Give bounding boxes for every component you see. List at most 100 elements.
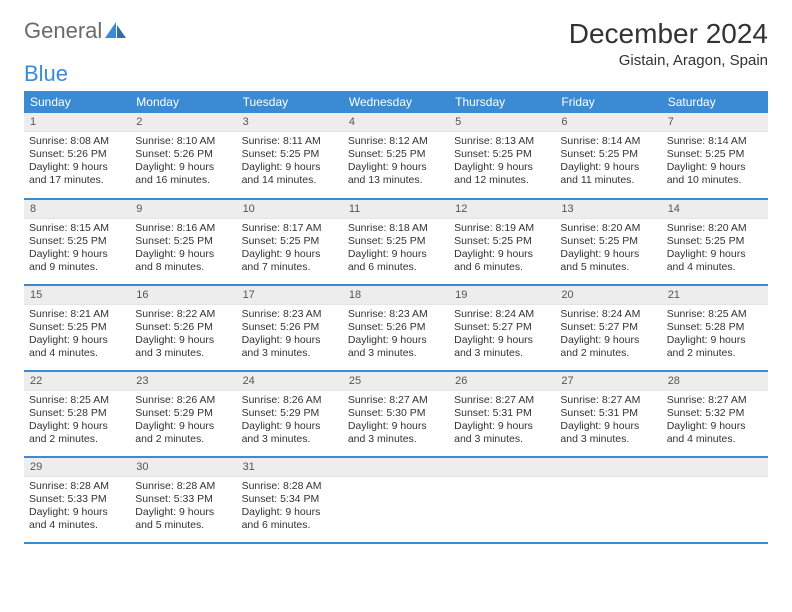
calendar-day-cell: 5Sunrise: 8:13 AMSunset: 5:25 PMDaylight… <box>449 113 555 199</box>
day-number: 28 <box>662 372 768 391</box>
day-details: Sunrise: 8:22 AMSunset: 5:26 PMDaylight:… <box>130 305 236 365</box>
day-number: 18 <box>343 286 449 305</box>
calendar-day-cell: . <box>555 457 661 543</box>
day-details: Sunrise: 8:11 AMSunset: 5:25 PMDaylight:… <box>237 132 343 192</box>
calendar-day-cell: 11Sunrise: 8:18 AMSunset: 5:25 PMDayligh… <box>343 199 449 285</box>
day-details: Sunrise: 8:18 AMSunset: 5:25 PMDaylight:… <box>343 219 449 279</box>
calendar-day-cell: 31Sunrise: 8:28 AMSunset: 5:34 PMDayligh… <box>237 457 343 543</box>
calendar-page: General December 2024 Gistain, Aragon, S… <box>0 0 792 562</box>
calendar-day-cell: . <box>662 457 768 543</box>
calendar-table: SundayMondayTuesdayWednesdayThursdayFrid… <box>24 91 768 544</box>
day-details: Sunrise: 8:28 AMSunset: 5:33 PMDaylight:… <box>130 477 236 537</box>
calendar-day-cell: 19Sunrise: 8:24 AMSunset: 5:27 PMDayligh… <box>449 285 555 371</box>
day-details: Sunrise: 8:17 AMSunset: 5:25 PMDaylight:… <box>237 219 343 279</box>
day-number: 14 <box>662 200 768 219</box>
calendar-day-cell: 30Sunrise: 8:28 AMSunset: 5:33 PMDayligh… <box>130 457 236 543</box>
calendar-day-cell: 3Sunrise: 8:11 AMSunset: 5:25 PMDaylight… <box>237 113 343 199</box>
day-number: 19 <box>449 286 555 305</box>
day-number: 29 <box>24 458 130 477</box>
day-number: 23 <box>130 372 236 391</box>
calendar-day-cell: 20Sunrise: 8:24 AMSunset: 5:27 PMDayligh… <box>555 285 661 371</box>
calendar-day-cell: 2Sunrise: 8:10 AMSunset: 5:26 PMDaylight… <box>130 113 236 199</box>
day-number: 16 <box>130 286 236 305</box>
calendar-body: 1Sunrise: 8:08 AMSunset: 5:26 PMDaylight… <box>24 113 768 543</box>
calendar-day-cell: 7Sunrise: 8:14 AMSunset: 5:25 PMDaylight… <box>662 113 768 199</box>
day-number: 20 <box>555 286 661 305</box>
calendar-day-cell: 22Sunrise: 8:25 AMSunset: 5:28 PMDayligh… <box>24 371 130 457</box>
day-number: 11 <box>343 200 449 219</box>
day-details: Sunrise: 8:24 AMSunset: 5:27 PMDaylight:… <box>449 305 555 365</box>
day-number: . <box>662 458 768 477</box>
day-details: Sunrise: 8:14 AMSunset: 5:25 PMDaylight:… <box>555 132 661 192</box>
day-number: 24 <box>237 372 343 391</box>
day-details: Sunrise: 8:27 AMSunset: 5:31 PMDaylight:… <box>449 391 555 451</box>
weekday-header: Tuesday <box>237 91 343 113</box>
day-details: Sunrise: 8:25 AMSunset: 5:28 PMDaylight:… <box>24 391 130 451</box>
day-details: Sunrise: 8:12 AMSunset: 5:25 PMDaylight:… <box>343 132 449 192</box>
calendar-day-cell: 21Sunrise: 8:25 AMSunset: 5:28 PMDayligh… <box>662 285 768 371</box>
day-number: 22 <box>24 372 130 391</box>
calendar-day-cell: 24Sunrise: 8:26 AMSunset: 5:29 PMDayligh… <box>237 371 343 457</box>
day-details: Sunrise: 8:26 AMSunset: 5:29 PMDaylight:… <box>130 391 236 451</box>
day-number: 5 <box>449 113 555 132</box>
day-number: 1 <box>24 113 130 132</box>
day-number: 25 <box>343 372 449 391</box>
logo-text-b: Blue <box>24 61 768 87</box>
day-number: 3 <box>237 113 343 132</box>
day-number: 8 <box>24 200 130 219</box>
calendar-day-cell: 18Sunrise: 8:23 AMSunset: 5:26 PMDayligh… <box>343 285 449 371</box>
day-number: . <box>343 458 449 477</box>
calendar-week-row: 1Sunrise: 8:08 AMSunset: 5:26 PMDaylight… <box>24 113 768 199</box>
weekday-header: Thursday <box>449 91 555 113</box>
calendar-day-cell: 9Sunrise: 8:16 AMSunset: 5:25 PMDaylight… <box>130 199 236 285</box>
calendar-day-cell: 25Sunrise: 8:27 AMSunset: 5:30 PMDayligh… <box>343 371 449 457</box>
calendar-week-row: 15Sunrise: 8:21 AMSunset: 5:25 PMDayligh… <box>24 285 768 371</box>
calendar-day-cell: 8Sunrise: 8:15 AMSunset: 5:25 PMDaylight… <box>24 199 130 285</box>
logo-text-a: General <box>24 18 102 44</box>
day-details: Sunrise: 8:27 AMSunset: 5:31 PMDaylight:… <box>555 391 661 451</box>
day-number: 17 <box>237 286 343 305</box>
weekday-header: Saturday <box>662 91 768 113</box>
calendar-day-cell: 23Sunrise: 8:26 AMSunset: 5:29 PMDayligh… <box>130 371 236 457</box>
day-number: 7 <box>662 113 768 132</box>
calendar-day-cell: 1Sunrise: 8:08 AMSunset: 5:26 PMDaylight… <box>24 113 130 199</box>
calendar-day-cell: . <box>343 457 449 543</box>
day-details: Sunrise: 8:14 AMSunset: 5:25 PMDaylight:… <box>662 132 768 192</box>
weekday-header: Friday <box>555 91 661 113</box>
day-details: Sunrise: 8:20 AMSunset: 5:25 PMDaylight:… <box>662 219 768 279</box>
day-details: Sunrise: 8:20 AMSunset: 5:25 PMDaylight:… <box>555 219 661 279</box>
calendar-day-cell: 16Sunrise: 8:22 AMSunset: 5:26 PMDayligh… <box>130 285 236 371</box>
calendar-day-cell: 12Sunrise: 8:19 AMSunset: 5:25 PMDayligh… <box>449 199 555 285</box>
day-details: Sunrise: 8:19 AMSunset: 5:25 PMDaylight:… <box>449 219 555 279</box>
day-details: Sunrise: 8:28 AMSunset: 5:34 PMDaylight:… <box>237 477 343 537</box>
calendar-week-row: 29Sunrise: 8:28 AMSunset: 5:33 PMDayligh… <box>24 457 768 543</box>
calendar-day-cell: 26Sunrise: 8:27 AMSunset: 5:31 PMDayligh… <box>449 371 555 457</box>
calendar-day-cell: 28Sunrise: 8:27 AMSunset: 5:32 PMDayligh… <box>662 371 768 457</box>
day-number: . <box>555 458 661 477</box>
day-number: . <box>449 458 555 477</box>
day-number: 21 <box>662 286 768 305</box>
day-number: 31 <box>237 458 343 477</box>
weekday-header: Monday <box>130 91 236 113</box>
month-title: December 2024 <box>569 18 768 50</box>
day-number: 10 <box>237 200 343 219</box>
day-details: Sunrise: 8:26 AMSunset: 5:29 PMDaylight:… <box>237 391 343 451</box>
day-details: Sunrise: 8:15 AMSunset: 5:25 PMDaylight:… <box>24 219 130 279</box>
day-details: Sunrise: 8:24 AMSunset: 5:27 PMDaylight:… <box>555 305 661 365</box>
calendar-day-cell: 6Sunrise: 8:14 AMSunset: 5:25 PMDaylight… <box>555 113 661 199</box>
calendar-header-row: SundayMondayTuesdayWednesdayThursdayFrid… <box>24 91 768 113</box>
day-number: 15 <box>24 286 130 305</box>
day-details: Sunrise: 8:28 AMSunset: 5:33 PMDaylight:… <box>24 477 130 537</box>
day-details: Sunrise: 8:27 AMSunset: 5:30 PMDaylight:… <box>343 391 449 451</box>
day-number: 12 <box>449 200 555 219</box>
calendar-day-cell: 10Sunrise: 8:17 AMSunset: 5:25 PMDayligh… <box>237 199 343 285</box>
day-details: Sunrise: 8:23 AMSunset: 5:26 PMDaylight:… <box>237 305 343 365</box>
day-details: Sunrise: 8:13 AMSunset: 5:25 PMDaylight:… <box>449 132 555 192</box>
day-details: Sunrise: 8:25 AMSunset: 5:28 PMDaylight:… <box>662 305 768 365</box>
weekday-header: Wednesday <box>343 91 449 113</box>
day-details: Sunrise: 8:23 AMSunset: 5:26 PMDaylight:… <box>343 305 449 365</box>
calendar-day-cell: 14Sunrise: 8:20 AMSunset: 5:25 PMDayligh… <box>662 199 768 285</box>
calendar-day-cell: 27Sunrise: 8:27 AMSunset: 5:31 PMDayligh… <box>555 371 661 457</box>
day-number: 9 <box>130 200 236 219</box>
weekday-header: Sunday <box>24 91 130 113</box>
